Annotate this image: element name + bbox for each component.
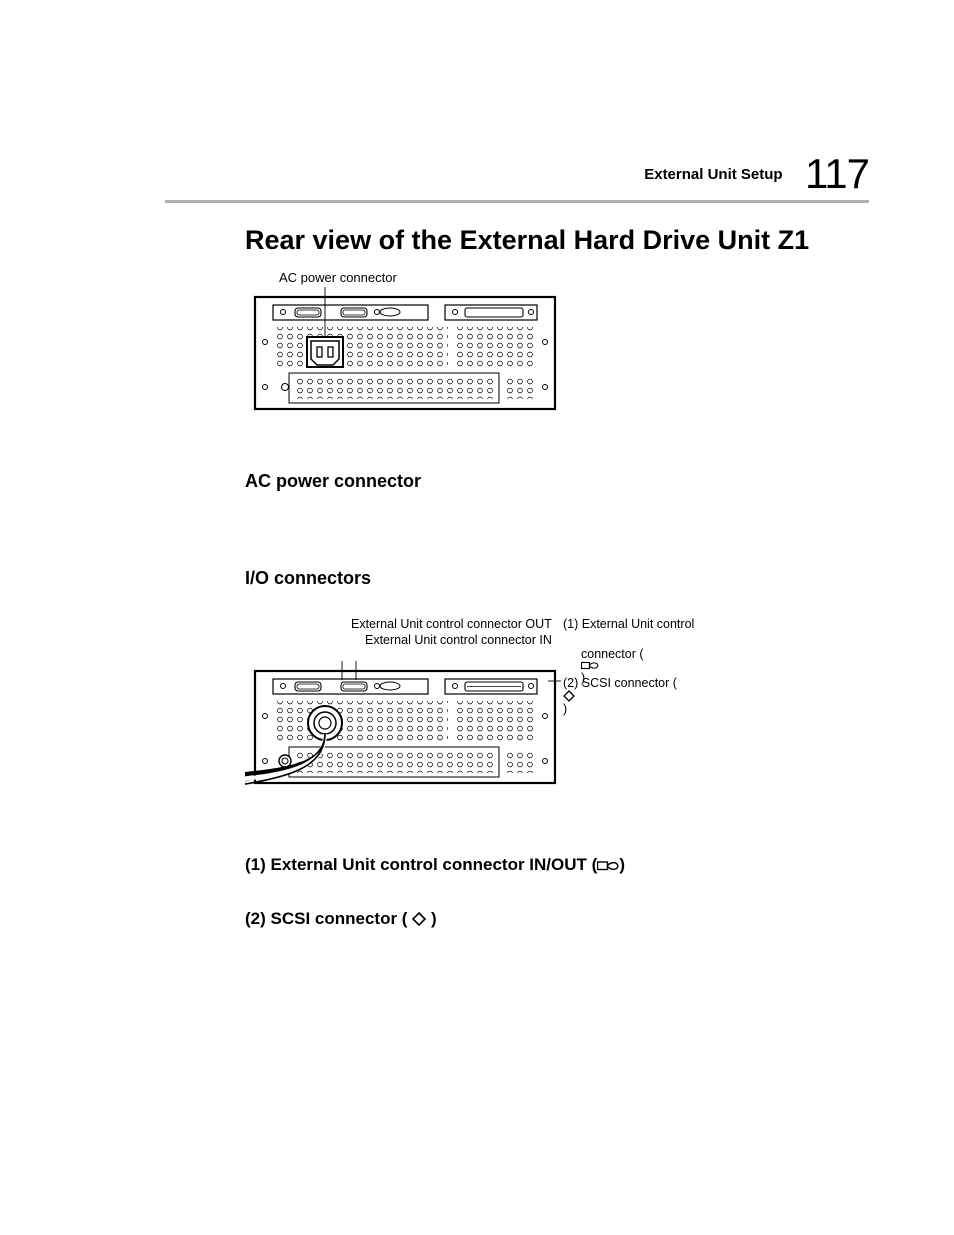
label-right2: (2) SCSI connector () <box>563 676 677 716</box>
subhead1: (1) External Unit control connector IN/O… <box>245 855 869 875</box>
figure1 <box>245 287 869 417</box>
label-ctrl-out: External Unit control connector OUT <box>351 617 552 631</box>
label-right1-line1: (1) External Unit control <box>563 617 694 631</box>
figure1-callout: AC power connector <box>279 270 869 285</box>
header-section-label: External Unit Setup <box>644 166 782 183</box>
header-rule <box>165 200 869 203</box>
content: Rear view of the External Hard Drive Uni… <box>245 225 869 929</box>
page-header: External Unit Setup 117 <box>644 150 869 198</box>
ac-power-connector-icon <box>307 337 343 367</box>
figure2: connector () (2) SCSI connector () <box>245 661 869 821</box>
label-ctrl-in: External Unit control connector IN <box>365 633 552 647</box>
header-page-number: 117 <box>805 150 869 198</box>
page: External Unit Setup 117 Rear view of the… <box>0 0 954 1235</box>
section1-heading: AC power connector <box>245 471 869 492</box>
diamond-icon <box>412 909 426 928</box>
subhead2: (2) SCSI connector ( ) <box>245 909 869 929</box>
figure2-annotations: External Unit control connector OUT Exte… <box>245 617 869 661</box>
section2-heading: I/O connectors <box>245 568 869 589</box>
link-icon <box>597 855 619 874</box>
link-icon <box>581 661 644 671</box>
page-title: Rear view of the External Hard Drive Uni… <box>245 225 869 256</box>
diamond-icon <box>563 690 677 702</box>
